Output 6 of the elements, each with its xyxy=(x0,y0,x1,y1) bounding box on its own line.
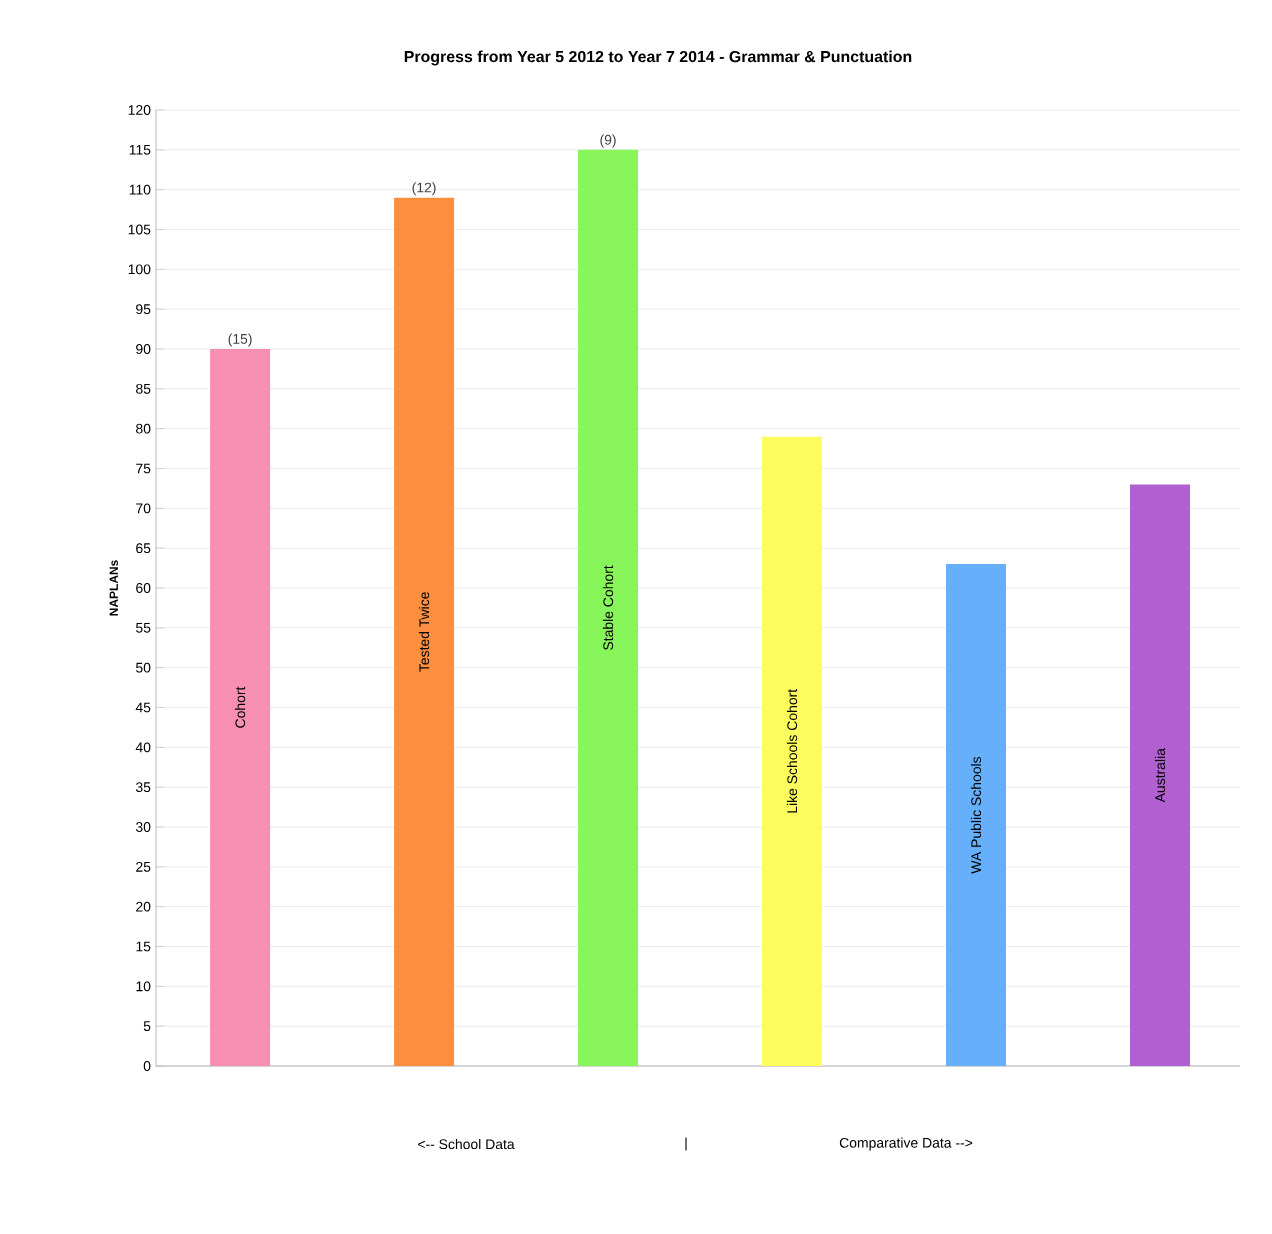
bar xyxy=(762,436,823,1066)
bar xyxy=(394,197,455,1066)
bar xyxy=(210,348,271,1066)
bar xyxy=(578,149,639,1066)
bar xyxy=(946,564,1006,1066)
bar xyxy=(1129,484,1190,1066)
